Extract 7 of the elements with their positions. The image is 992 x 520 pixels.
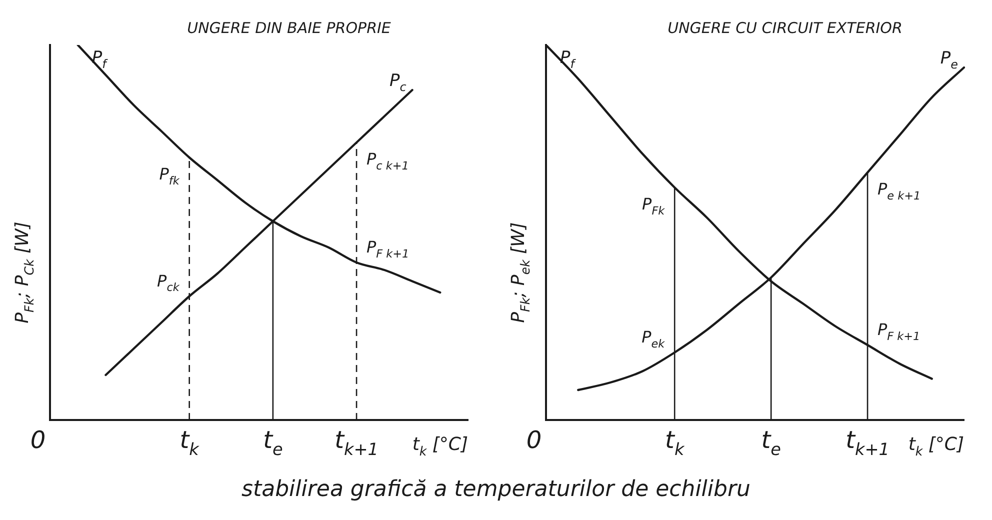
text: stabilirea grafică a temperaturilor de echilibru xyxy=(240,476,752,504)
y-axis-title: PFk; PCk [W] xyxy=(12,222,36,324)
x-tick-label: 0 xyxy=(526,426,542,454)
text: UNGERE DIN BAIE PROPRIE xyxy=(187,19,392,37)
text: UNGERE CU CIRCUIT EXTERIOR xyxy=(668,19,902,37)
y-axis-title: PFk; Pek [W] xyxy=(508,222,532,323)
x-tick-label: 0 xyxy=(30,426,46,454)
